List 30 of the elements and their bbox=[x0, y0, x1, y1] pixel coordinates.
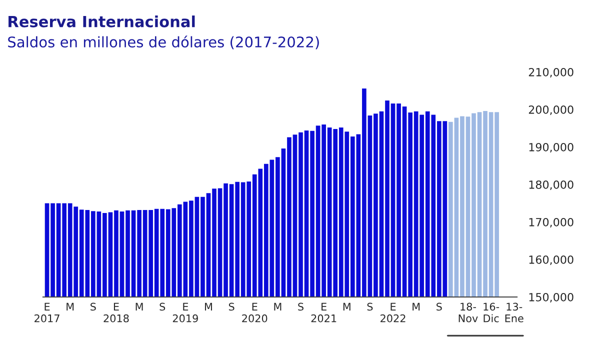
y-tick-label: 180,000 bbox=[529, 180, 574, 190]
x-tick-label: E 2017 bbox=[34, 302, 60, 322]
x-tick-label: M bbox=[136, 302, 143, 310]
y-tick-label: 210,000 bbox=[528, 68, 574, 78]
x-tick-label: S bbox=[298, 302, 304, 311]
x-tick-label: M bbox=[66, 302, 74, 310]
x-tick-label: E 2019 bbox=[172, 302, 198, 322]
x-tick-label: M bbox=[205, 302, 212, 310]
x-tick-label: M bbox=[343, 302, 350, 310]
x-tick-label: E 2020 bbox=[242, 302, 268, 322]
y-tick-label: 200,000 bbox=[528, 105, 574, 116]
y-tick-label: 190,000 bbox=[529, 142, 574, 153]
y-tick-label: 170,000 bbox=[529, 218, 574, 228]
x-tick-label: 13- Ene bbox=[505, 302, 524, 322]
x-tick-label: E 2022 bbox=[380, 302, 406, 322]
x-tick-label: E 2018 bbox=[104, 302, 129, 322]
x-tick-label: S bbox=[228, 302, 234, 311]
chart-title: Reserva Internacional bbox=[8, 16, 195, 28]
x-tick-label: S bbox=[436, 302, 442, 311]
y-tick-label: 150,000 bbox=[529, 292, 574, 303]
x-tick-label: 18- Nov bbox=[458, 302, 478, 322]
x-tick-label: S bbox=[367, 302, 373, 311]
x-tick-label: 16- Dic bbox=[484, 302, 500, 322]
y-tick-label: 160,000 bbox=[529, 255, 574, 266]
x-tick-label: M bbox=[412, 302, 420, 310]
x-tick-label: S bbox=[90, 302, 96, 311]
x-tick-label: E 2021 bbox=[311, 302, 336, 322]
x-tick-label: M bbox=[274, 302, 282, 310]
chart-subtitle: Saldos en millones de dólares (2017-2022) bbox=[8, 36, 319, 50]
x-tick-label: S bbox=[160, 302, 166, 311]
